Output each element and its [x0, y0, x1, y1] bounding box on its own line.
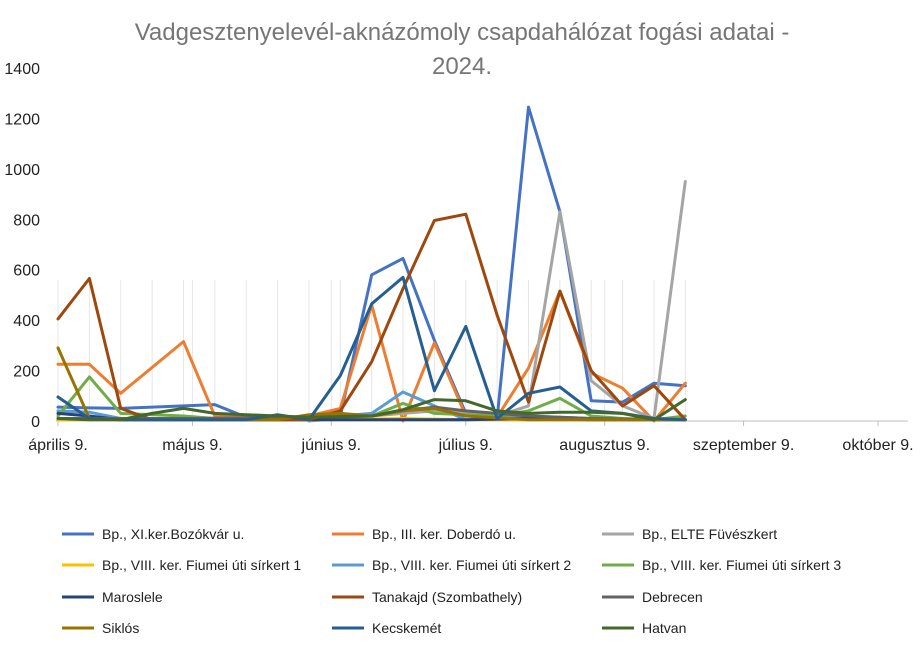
legend-item-9: Debrecen: [602, 589, 703, 605]
legend-item-4: Bp., VIII. ker. Fiumei úti sírkert 1: [62, 557, 301, 573]
legend-label: Bp., XI.ker.Bozókvár u.: [102, 526, 244, 542]
x-tick-label-0: április 9.: [28, 437, 88, 454]
legend-item-12: Hatvan: [602, 620, 686, 636]
legend-item-5: Bp., VIII. ker. Fiumei úti sírkert 2: [332, 557, 571, 573]
y-tick-label-1200: 1200: [4, 111, 40, 128]
legend-label: Bp., VIII. ker. Fiumei úti sírkert 3: [642, 557, 841, 573]
legend-item-11: Kecskemét: [332, 620, 441, 636]
legend-label: Maroslele: [102, 589, 163, 605]
legend-item-2: Bp., III. ker. Doberdó u.: [332, 526, 516, 542]
plot-area: 0 200 400 600 800 1000 1200 1400 április 9. május…: [4, 61, 913, 454]
series-line-12: [56, 398, 687, 422]
legend-label: Bp., III. ker. Doberdó u.: [372, 526, 516, 542]
chart-title-line-1: Vadgesztenyelevél-aknázómoly csapdahálóz…: [135, 19, 790, 46]
legend: Bp., XI.ker.Bozókvár u. Bp., III. ker. Do…: [62, 526, 841, 636]
legend-item-7: Maroslele: [62, 589, 163, 605]
legend-item-3: Bp., ELTE Füvészkert: [602, 526, 777, 542]
y-tick-label-0: 0: [31, 414, 40, 431]
legend-label: Tanakajd (Szombathely): [372, 589, 522, 605]
y-tick-label-1400: 1400: [4, 61, 40, 78]
legend-item-10: Siklós: [62, 620, 139, 636]
legend-label: Bp., VIII. ker. Fiumei úti sírkert 1: [102, 557, 301, 573]
legend-label: Siklós: [102, 620, 139, 636]
legend-label: Bp., ELTE Füvészkert: [642, 526, 777, 542]
legend-label: Kecskemét: [372, 620, 441, 636]
series-line-1: [56, 105, 687, 420]
y-tick-label-1000: 1000: [4, 162, 40, 179]
legend-item-1: Bp., XI.ker.Bozókvár u.: [62, 526, 244, 542]
legend-label: Bp., VIII. ker. Fiumei úti sírkert 2: [372, 557, 571, 573]
y-tick-label-400: 400: [13, 313, 40, 330]
y-tick-label-200: 200: [13, 364, 40, 381]
x-tick-label-3: július 9.: [438, 437, 493, 454]
x-tick-label-5: szeptember 9.: [693, 437, 794, 454]
chart-title-line-2: 2024.: [432, 53, 492, 80]
y-tick-label-800: 800: [13, 212, 40, 229]
legend-label: Hatvan: [642, 620, 686, 636]
legend-item-8: Tanakajd (Szombathely): [332, 589, 522, 605]
y-tick-label-600: 600: [13, 263, 40, 280]
x-tick-label-4: augusztus 9.: [559, 437, 650, 454]
legend-label: Debrecen: [642, 589, 703, 605]
series-line-6: [56, 375, 687, 422]
x-tick-label-2: június 9.: [301, 437, 362, 454]
legend-item-6: Bp., VIII. ker. Fiumei úti sírkert 3: [602, 557, 841, 573]
x-tick-label-1: május 9.: [162, 437, 222, 454]
x-tick-label-6: október 9.: [842, 437, 913, 454]
